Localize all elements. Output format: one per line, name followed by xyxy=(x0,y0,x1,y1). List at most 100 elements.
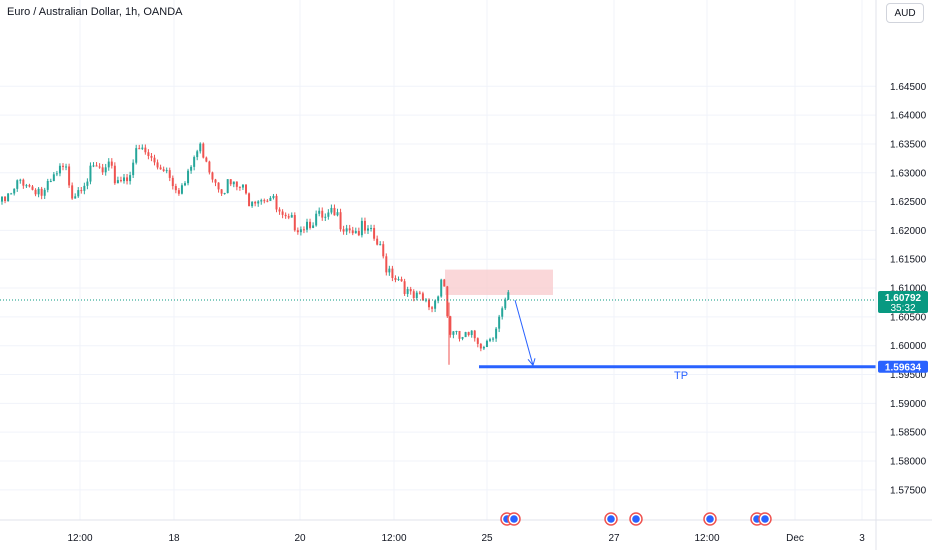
candle-body xyxy=(232,181,235,185)
candle-body xyxy=(309,221,312,228)
candle-body xyxy=(409,289,412,292)
candle-body xyxy=(13,188,16,194)
price-axis[interactable]: 1.64500 1.64000 1.63500 1.63000 1.62500 1.620… xyxy=(890,82,927,497)
y-tick-label: 1.57500 xyxy=(890,485,927,496)
candle-body xyxy=(116,180,119,184)
candle-body xyxy=(260,200,263,202)
candle-body xyxy=(455,330,458,332)
y-tick-label: 1.63500 xyxy=(890,139,927,150)
candle-body xyxy=(482,347,485,349)
candle-body xyxy=(147,152,150,157)
candle-body xyxy=(376,238,379,245)
candle-body xyxy=(507,292,510,300)
x-tick-label: 20 xyxy=(294,533,306,544)
candle-body xyxy=(363,220,366,231)
candle-body xyxy=(10,193,13,195)
candle-body xyxy=(43,189,46,196)
candle-body xyxy=(290,215,293,218)
candle-body xyxy=(492,338,495,340)
candle-body xyxy=(333,207,336,216)
candle-body xyxy=(144,147,147,153)
candle-body xyxy=(434,300,437,309)
event-flag-inner xyxy=(706,515,714,523)
candle-body xyxy=(476,338,479,344)
candle-body xyxy=(129,175,132,182)
candle-body xyxy=(83,185,86,191)
y-tick-label: 1.58000 xyxy=(890,457,927,468)
candle-body xyxy=(214,179,217,183)
x-tick-label: 27 xyxy=(608,533,620,544)
candle-body xyxy=(504,299,507,309)
candle-body xyxy=(31,186,34,190)
bar-countdown: 35:32 xyxy=(890,303,915,314)
candle-body xyxy=(412,291,415,299)
candle-body xyxy=(211,172,214,180)
candle-body xyxy=(113,165,116,184)
x-tick-label: 12:00 xyxy=(694,533,719,544)
candle-body xyxy=(180,185,183,194)
candle-body xyxy=(58,165,61,174)
candle-body xyxy=(342,229,345,232)
candle-body xyxy=(187,170,190,184)
candle-body xyxy=(193,157,196,167)
x-tick-label: 12:00 xyxy=(67,533,92,544)
currency-button[interactable]: AUD xyxy=(886,3,924,23)
symbol-title: Euro / Australian Dollar, 1h, OANDA xyxy=(7,6,183,18)
candle-body xyxy=(168,170,171,178)
candle-body xyxy=(299,229,302,233)
tp-price-badge: 1.59634 xyxy=(878,360,928,373)
candle-body xyxy=(327,212,330,217)
current-price-value: 1.60792 xyxy=(885,293,922,304)
candle-body xyxy=(461,337,464,339)
candle-body xyxy=(367,228,369,231)
candle-body xyxy=(199,143,202,152)
candle-body xyxy=(281,211,284,215)
y-tick-label: 1.62500 xyxy=(890,197,927,208)
candle-body xyxy=(315,213,318,226)
candle-body xyxy=(257,201,260,204)
candle-body xyxy=(177,190,180,194)
tp-price-value: 1.59634 xyxy=(885,362,922,373)
candle-body xyxy=(498,316,501,329)
candle-body xyxy=(52,174,55,181)
candle-body xyxy=(391,268,394,278)
candle-body xyxy=(385,256,388,273)
y-tick-label: 1.63000 xyxy=(890,168,927,179)
candle-body xyxy=(156,162,159,168)
candle-body xyxy=(251,202,254,207)
candle-body xyxy=(46,181,49,190)
candle-body xyxy=(34,189,37,195)
candle-body xyxy=(437,296,440,301)
candle-body xyxy=(428,299,430,308)
candle-body xyxy=(446,286,449,317)
candle-body xyxy=(473,330,476,339)
y-tick-label: 1.60500 xyxy=(890,312,927,323)
supply-zone-rectangle[interactable] xyxy=(445,269,553,295)
candle-body xyxy=(184,183,186,186)
candle-body xyxy=(278,209,281,212)
candle-body xyxy=(25,185,28,187)
candle-body xyxy=(321,210,324,218)
candles xyxy=(1,142,510,365)
candle-body xyxy=(241,184,244,188)
candle-body xyxy=(403,281,406,294)
candle-body xyxy=(248,193,251,207)
y-tick-label: 1.64500 xyxy=(890,82,927,93)
x-tick-label: 18 xyxy=(168,533,180,544)
candle-body xyxy=(7,193,10,202)
candle-body xyxy=(171,177,174,187)
candle-body xyxy=(296,230,299,233)
candle-body xyxy=(254,202,257,204)
candle-body xyxy=(196,151,199,158)
candle-body xyxy=(452,331,455,335)
time-axis[interactable]: 12:00 18 20 12:00 25 27 12:00 Dec 3 xyxy=(67,533,865,544)
projection-arrow[interactable] xyxy=(514,300,536,367)
candle-body xyxy=(306,221,308,230)
candle-body xyxy=(336,212,339,216)
candle-body xyxy=(470,330,473,335)
candle-body xyxy=(119,180,122,182)
candle-body xyxy=(150,156,153,158)
current-price-badge: 1.60792 35:32 xyxy=(878,291,928,314)
candle-body xyxy=(190,166,193,171)
